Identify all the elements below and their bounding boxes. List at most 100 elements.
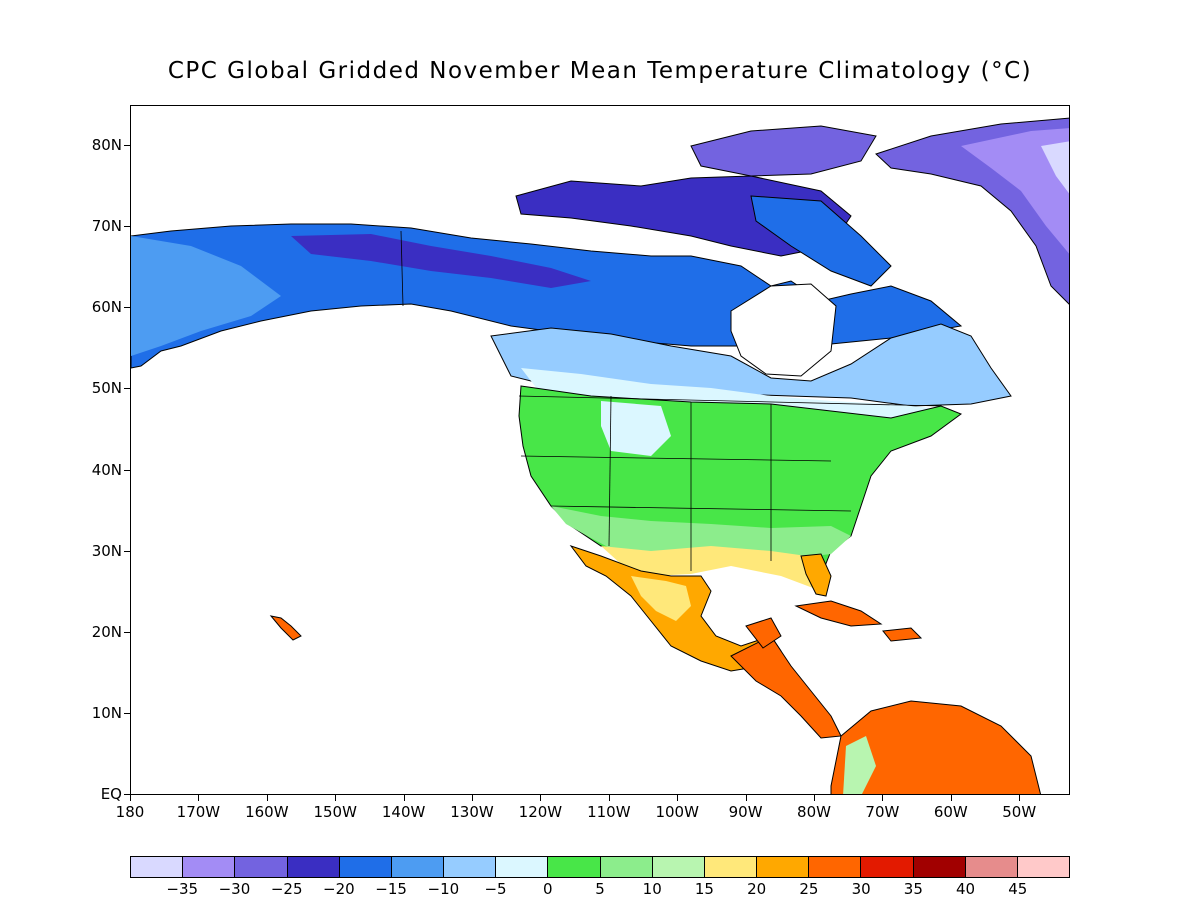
lat-tick-label: 60N: [91, 298, 122, 317]
lon-tick-mark: [882, 795, 884, 801]
colorbar-swatch: [235, 857, 288, 877]
lon-tick-mark: [472, 795, 473, 801]
colorbar-tick-label: 20: [747, 880, 767, 898]
colorbar-swatch: [913, 857, 966, 877]
lon-tick-mark: [198, 795, 200, 801]
lat-tick-mark: [124, 794, 130, 795]
hawaii: [269, 615, 302, 641]
andes-cool: [843, 736, 876, 794]
lon-tick-mark: [814, 795, 815, 801]
lon-tick-label: 60W: [933, 803, 968, 821]
temperature-map: [130, 105, 1070, 795]
lat-tick-mark: [124, 226, 130, 228]
central-america: [730, 635, 842, 739]
mexico-plateau: [631, 576, 691, 621]
colorbar-swatch: [600, 857, 653, 877]
colorbar-swatch: [965, 857, 1018, 877]
colorbar-swatch: [1017, 857, 1070, 877]
lon-tick-mark: [1019, 795, 1021, 801]
greenland-core: [1041, 141, 1069, 194]
ellesmere-island: [690, 125, 877, 177]
colorbar-tick-label: 10: [642, 880, 662, 898]
colorbar-swatch: [339, 857, 392, 877]
hispaniola: [882, 627, 923, 642]
colorbar-swatch: [131, 857, 184, 877]
lat-tick-label: 80N: [91, 136, 122, 154]
lat-tick-label: 20N: [91, 622, 122, 641]
lon-tick-label: 90W: [728, 803, 763, 821]
lat-tick-label: 40N: [91, 460, 122, 479]
lon-tick-label: 150W: [313, 803, 357, 821]
colorbar-swatch: [652, 857, 705, 877]
lon-tick-label: 70W: [865, 803, 900, 821]
colorbar-swatch: [757, 857, 810, 877]
lon-tick-label: 100W: [655, 803, 699, 821]
lon-tick-label: 180: [115, 803, 145, 821]
lon-tick-mark: [403, 795, 405, 801]
lat-tick-mark: [124, 145, 130, 146]
cold-core-yukon: [291, 234, 591, 288]
colorbar-tick-label: 5: [595, 880, 605, 898]
lat-tick-mark: [124, 388, 130, 390]
colorbar-swatch: [861, 857, 914, 877]
colorbar-swatch: [444, 857, 497, 877]
colorbar-swatch: [704, 857, 758, 877]
colorbar-swatch: [183, 857, 236, 877]
lon-tick-mark: [335, 795, 337, 801]
lon-tick-label: 110W: [587, 803, 631, 821]
lon-tick-label: 80W: [797, 803, 831, 821]
lon-tick-mark: [677, 795, 679, 801]
colorbar-tick-label: −15: [375, 880, 407, 898]
cuba: [794, 600, 883, 627]
political-borders: [400, 230, 942, 571]
map-title: CPC Global Gridded November Mean Tempera…: [167, 58, 1033, 84]
colorbar-tick-label: 40: [956, 880, 976, 898]
lon-tick-mark: [745, 795, 747, 801]
lon-tick-mark: [950, 795, 952, 801]
lon-tick-mark: [540, 795, 542, 801]
lon-tick-mark: [608, 795, 610, 801]
lat-tick-mark: [124, 469, 130, 471]
baffin-island: [750, 195, 892, 287]
alaska-west: [131, 236, 281, 356]
florida: [800, 553, 832, 597]
colorbar-tick-label: −10: [427, 880, 460, 898]
colorbar-tick-label: −35: [166, 880, 199, 898]
colorbar-tick-label: 25: [799, 880, 819, 898]
lat-tick-mark: [124, 550, 130, 552]
colorbar-tick-label: −5: [484, 880, 507, 898]
gulf-coast: [601, 546, 831, 591]
lon-tick-label: 140W: [381, 803, 426, 821]
hudson-bay: [730, 283, 837, 377]
colorbar: [130, 856, 1070, 878]
lon-tick-mark: [266, 795, 268, 801]
lat-tick-label: 10N: [91, 703, 122, 722]
colorbar-swatch: [496, 857, 549, 877]
lon-tick-mark: [130, 795, 131, 801]
colorbar-tick-label: 15: [694, 880, 714, 898]
rockies-cold: [601, 401, 671, 456]
colorbar-swatch: [287, 857, 340, 877]
colorbar-tick-label: −25: [270, 880, 303, 898]
lon-tick-label: 130W: [450, 803, 494, 821]
lon-tick-label: 170W: [176, 803, 221, 821]
colorbar-swatch: [548, 857, 601, 877]
colorbar-swatch: [809, 857, 862, 877]
lat-tick-label: 30N: [91, 541, 122, 560]
colorbar-tick-label: 45: [1008, 880, 1028, 898]
lat-tick-label: 70N: [91, 217, 122, 236]
colorbar-tick-label: 35: [903, 880, 923, 898]
greenland-inner: [961, 128, 1069, 254]
map-canvas: [131, 117, 1069, 794]
lon-tick-label: 120W: [518, 803, 563, 821]
prairie-band: [521, 368, 951, 421]
south-america: [830, 700, 1042, 794]
colorbar-tick-label: 0: [542, 880, 553, 898]
lat-tick-label: 50N: [91, 379, 122, 398]
lat-tick-mark: [124, 631, 130, 633]
colorbar-tick-label: 30: [851, 880, 871, 898]
lat-tick-label: EQ: [100, 785, 122, 803]
lon-tick-label: 160W: [245, 803, 289, 821]
lon-tick-label: 50W: [1002, 803, 1037, 821]
colorbar-tick-label: −20: [323, 880, 355, 898]
